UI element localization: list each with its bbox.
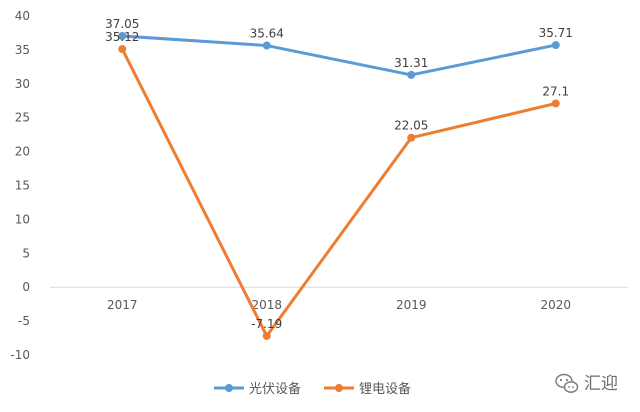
wechat-icon xyxy=(555,373,579,393)
data-label: 27.1 xyxy=(542,84,569,98)
x-tick-label: 2020 xyxy=(540,298,571,312)
series-line-2 xyxy=(120,47,558,338)
series-line-1 xyxy=(120,34,558,77)
legend-label: 光伏设备 xyxy=(249,381,301,397)
data-point xyxy=(118,45,127,54)
x-tick-label: 2017 xyxy=(107,298,138,312)
y-tick-label: 0 xyxy=(22,280,30,294)
data-point xyxy=(407,70,416,79)
data-label: 22.05 xyxy=(394,119,428,133)
data-label: -7.19 xyxy=(251,317,282,331)
data-point xyxy=(551,41,560,50)
data-point xyxy=(118,32,127,41)
y-tick-label: 25 xyxy=(15,111,30,125)
legend-marker xyxy=(225,384,233,392)
data-label: 31.31 xyxy=(394,56,428,70)
data-point xyxy=(262,331,271,340)
data-label: 35.71 xyxy=(539,26,573,40)
y-tick-label: -10 xyxy=(10,348,30,362)
x-tick-label: 2018 xyxy=(251,298,282,312)
data-label: 35.64 xyxy=(250,27,284,41)
y-tick-label: -5 xyxy=(18,314,30,328)
legend-label: 锂电设备 xyxy=(359,381,411,397)
y-tick-label: 20 xyxy=(15,145,30,159)
y-tick-label: 30 xyxy=(15,77,30,91)
y-tick-label: 5 xyxy=(22,246,30,260)
legend-marker xyxy=(335,384,343,392)
data-point xyxy=(551,99,560,108)
data-label: 35.12 xyxy=(105,30,139,44)
watermark: 汇迎 xyxy=(555,373,618,394)
x-tick-label: 2019 xyxy=(396,298,427,312)
watermark-text: 汇迎 xyxy=(584,374,618,394)
y-tick-label: 35 xyxy=(15,43,30,57)
y-tick-label: 15 xyxy=(15,179,30,193)
data-point xyxy=(262,41,271,50)
data-label: 37.05 xyxy=(105,17,139,31)
y-tick-label: 10 xyxy=(15,212,30,226)
y-tick-label: 40 xyxy=(15,9,30,23)
data-point xyxy=(407,133,416,142)
